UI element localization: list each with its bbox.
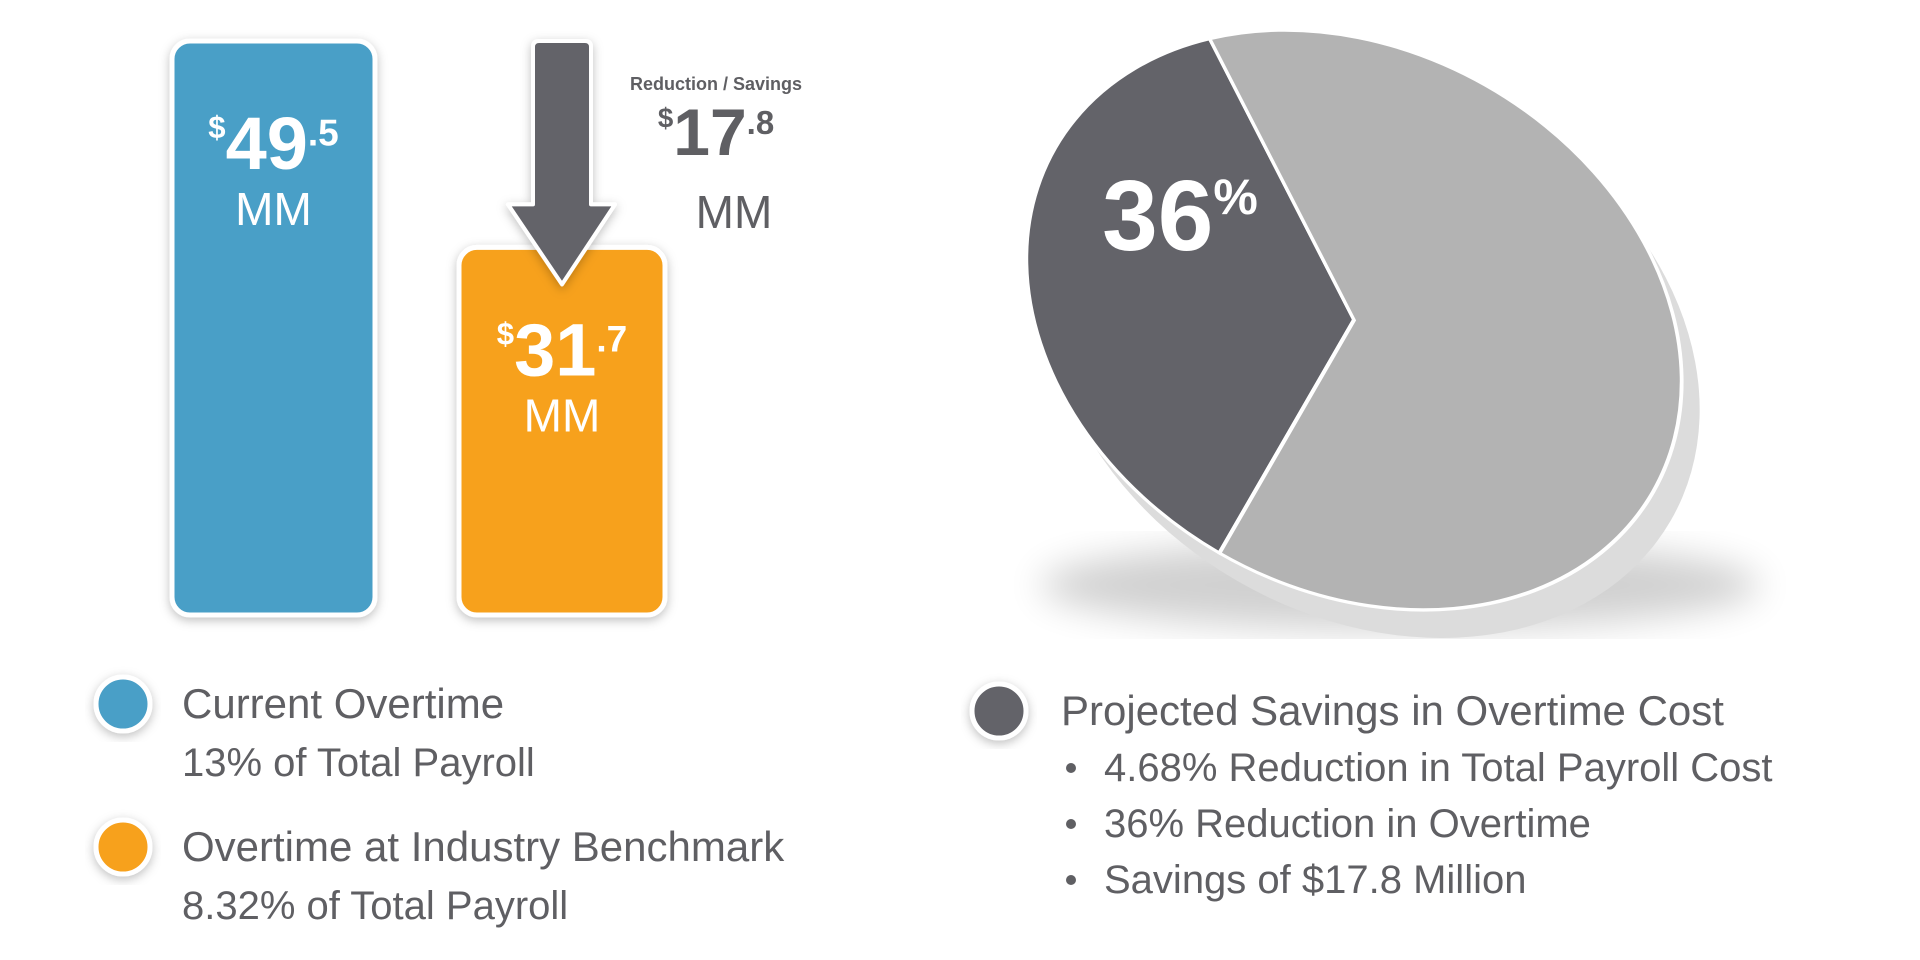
bullet-dot <box>1066 819 1076 829</box>
legend-bullet: 4.68% Reduction in Total Payroll Cost <box>1104 746 1773 790</box>
bar-unit-label: MM <box>235 183 312 235</box>
pie-value-label: 36% <box>1102 160 1258 272</box>
annotation-unit: MM <box>696 186 773 238</box>
bar <box>169 38 378 618</box>
bullet-dot <box>1066 763 1076 773</box>
legend-note: 13% of Total Payroll <box>182 741 535 785</box>
annotation-value: $17.8 <box>658 95 774 169</box>
bar-value-label: $49.5 <box>208 102 338 185</box>
legend-swatch <box>93 674 153 734</box>
legend-swatch <box>969 681 1029 741</box>
legend-label: Current Overtime <box>182 680 504 727</box>
reduction-arrow <box>506 39 617 287</box>
pie-slice <box>1024 36 1357 556</box>
legend-bullet: 36% Reduction in Overtime <box>1104 802 1591 846</box>
pie-slice <box>1207 28 1684 612</box>
legend-note: 8.32% of Total Payroll <box>182 884 568 928</box>
legend-label: Projected Savings in Overtime Cost <box>1061 687 1724 734</box>
legend-label: Overtime at Industry Benchmark <box>182 823 785 870</box>
bullet-dot <box>1066 875 1076 885</box>
legend-bullet: Savings of $17.8 Million <box>1104 858 1526 902</box>
pie <box>1024 28 1684 612</box>
bar-value-label: $31.7 <box>497 308 627 391</box>
bar-unit-label: MM <box>524 389 601 441</box>
annotation-label: Reduction / Savings <box>630 74 802 94</box>
legend-swatch <box>93 817 153 877</box>
